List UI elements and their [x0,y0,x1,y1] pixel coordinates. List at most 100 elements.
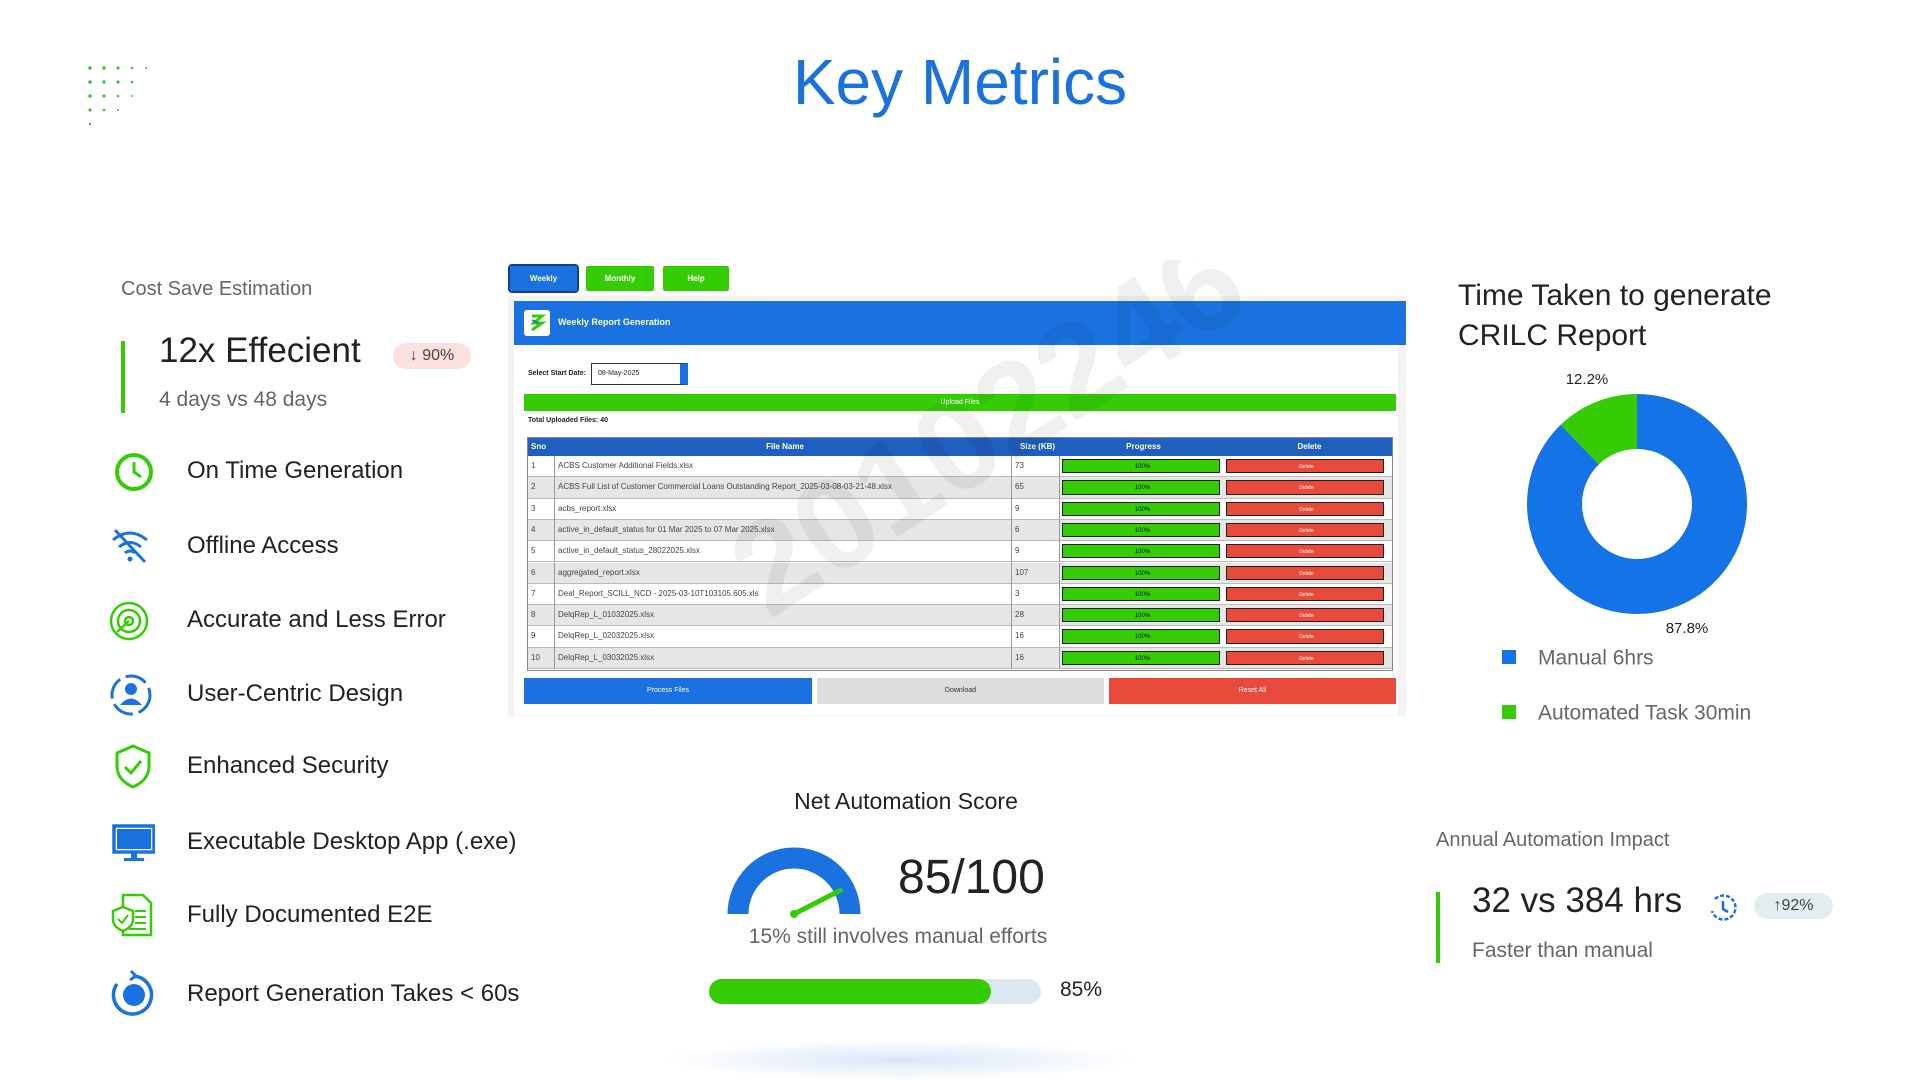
legend-label: Manual 6hrs [1538,647,1654,670]
feature-text: Report Generation Takes < 60s [187,980,520,1007]
cell: DelqRep_L_03032025.xlsx [555,647,1012,669]
progress-cell: 100% [1062,544,1220,559]
progress-track [709,979,1041,1004]
cell: 16 [1012,647,1060,669]
progress-cell: 100% [1062,608,1220,623]
progress-cell: 100% [1062,480,1220,495]
legend-swatch [1502,705,1516,719]
cell: 16 [1012,626,1060,648]
dot-decoration [88,66,147,126]
date-input[interactable]: 08-May-2025 [591,363,688,385]
column-header: Size (KB) [1019,442,1056,451]
cell: active_in_default_status for 01 Mar 2025… [555,519,1012,542]
column-header: Delete [1297,442,1322,451]
timer-icon [111,969,154,1016]
upload-button[interactable]: Upload Files [524,394,1396,411]
feature: Enhanced Security [105,740,625,790]
column-header: File Name [766,442,804,451]
accent-bar [121,341,125,413]
cell: active_in_default_status_28022025.xlsx [555,541,1012,563]
feature-text: Offline Access [187,532,339,559]
cell: Deal_Report_SCILL_NCD - 2025-03-10T10310… [555,583,1012,606]
progress-cell: 100% [1062,565,1220,580]
feature-text: On Time Generation [187,457,404,484]
progress-cell: 100% [1062,522,1220,538]
chart-title: Time Taken to generate CRILC Report [1458,279,1772,352]
cell: 3 [1012,583,1060,606]
file-table: Sno File Name Size (KB) Progress Delete 1 ACBS… [527,437,1393,671]
clock-icon [115,453,153,491]
donut-slice [1527,394,1747,614]
cell: 73 [1012,456,1060,478]
cell: 65 [1012,477,1060,499]
section-label: Cost Save Estimation [121,278,313,300]
gauge-arc [727,847,861,915]
feature: Fully Documented E2E [105,889,625,939]
feature-text: Executable Desktop App (.exe) [187,828,517,855]
logo [524,310,550,336]
app-screenshot: Weekly Monthly Help Weekly Report Genera… [508,260,1406,716]
section-label: Annual Automation Impact [1436,829,1670,851]
feature: Executable Desktop App (.exe) [105,816,625,866]
slice-label: 87.8% [1666,620,1709,637]
feature: On Time Generation [105,445,625,495]
shield-icon [115,744,151,789]
download-button[interactable]: Download [817,678,1104,704]
cell: 9 [528,626,555,648]
delete-button[interactable]: Delete [1226,565,1384,580]
score-value: 85/100 [898,851,1045,904]
delete-button[interactable]: Delete [1226,629,1384,644]
process-button[interactable]: Process Files [524,678,812,704]
progress-cell: 100% [1062,501,1220,516]
delete-button[interactable]: Delete [1226,650,1384,665]
gauge [727,847,861,918]
feature-text: Enhanced Security [187,752,389,779]
file-count: Total Uploaded Files: 40 [528,417,608,424]
delete-button[interactable]: Delete [1226,608,1384,623]
cell: 9 [1012,498,1060,520]
cell: 107 [1012,562,1060,584]
detail: 4 days vs 48 days [159,388,328,411]
wifi-off-icon [112,528,148,564]
cell: 5 [528,541,555,563]
delete-button[interactable]: Delete [1226,522,1384,538]
donut-slice [1560,394,1637,465]
cell: DelqRep_L_02032025.xlsx [555,626,1012,648]
progress-fill [709,979,992,1004]
delete-button[interactable]: Delete [1226,480,1384,495]
cell: aggregated_report.xlsx [555,562,1012,584]
monitor-icon [112,824,155,861]
delete-button[interactable]: Delete [1226,501,1384,516]
cell: 1 [528,456,555,478]
cell: ACBS Customer Additional Fields.xlsx [555,456,1012,478]
cell: 9 [1012,541,1060,563]
delete-button[interactable]: Delete [1226,544,1384,559]
feature-text: Accurate and Less Error [187,606,446,633]
accent-bar [1436,892,1440,963]
cell: 6 [528,562,555,584]
legend-swatch [1502,650,1516,664]
tab[interactable]: Monthly [586,266,654,291]
slice-label: 12.2% [1566,371,1609,388]
cell: acbs_report.xlsx [555,498,1012,520]
gauge-hub [790,910,798,918]
tab[interactable]: Weekly [508,264,579,293]
tab[interactable]: Help [663,266,729,291]
progress-cell: 100% [1062,459,1220,474]
gauge-needle [791,887,843,917]
headline: 12x Effecient [159,331,361,370]
score-title: Net Automation Score [794,788,1018,814]
headline: 32 vs 384 hrs [1472,881,1683,920]
cell: 7 [528,583,555,606]
cell: 10 [528,647,555,669]
reset-button[interactable]: Reset All [1109,678,1396,704]
tab-bar [508,260,1406,296]
clock-icon [1710,894,1737,921]
field-label: Select Start Date: [528,370,586,377]
delete-button[interactable]: Delete [1226,586,1384,602]
delete-button[interactable]: Delete [1226,459,1384,474]
progress-cell: 100% [1062,629,1220,644]
cell: 4 [528,519,555,542]
cell: 2 [528,477,555,499]
